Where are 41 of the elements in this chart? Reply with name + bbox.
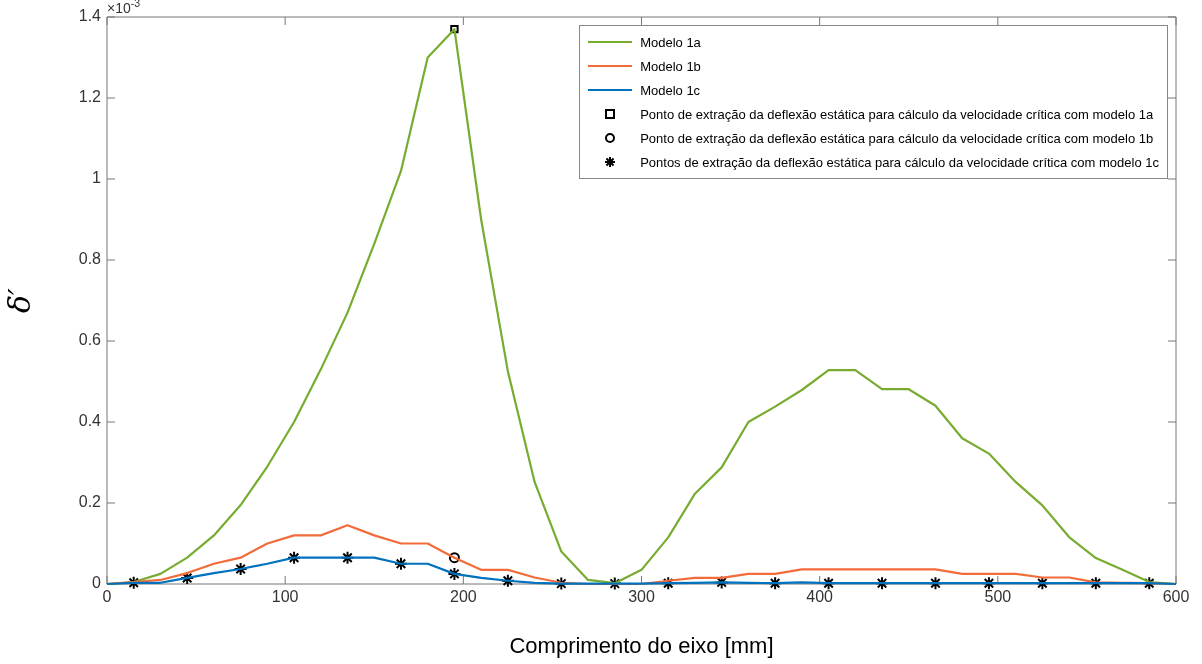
point (1088, 576, 1103, 591)
legend-label: Modelo 1c (640, 82, 701, 98)
x-tick-label: 400 (806, 588, 834, 606)
point (233, 562, 248, 577)
legend-label: Ponto de extração da deflexão estática para cálculo da velocidade crítica com modelo 1a (640, 106, 1154, 122)
y-tick-label: 0 (92, 574, 102, 592)
legend-label: Modelo 1a (640, 34, 701, 50)
point (768, 576, 783, 591)
point (126, 575, 141, 590)
legend-label: Ponto de extração da deflexão estática para cálculo da velocidade crítica com modelo 1b (640, 130, 1154, 146)
legend-label: Modelo 1b (640, 58, 701, 74)
y-axis-title: δ′ (1, 287, 37, 313)
point (393, 556, 408, 571)
y-tick-label: 1.4 (78, 7, 102, 25)
x-tick-label: 500 (984, 588, 1012, 606)
y-tick-label: 1 (92, 169, 102, 187)
y-tick-label: 0.2 (78, 493, 102, 511)
point (821, 576, 836, 591)
y-tick-label: 0.4 (78, 412, 102, 430)
point (875, 576, 890, 591)
point (447, 566, 462, 581)
point (1142, 576, 1157, 591)
point (500, 573, 515, 588)
point (714, 575, 729, 590)
point (180, 570, 195, 585)
point (554, 576, 569, 591)
point (340, 550, 355, 565)
x-tick-label: 200 (449, 588, 477, 606)
legend-label: Pontos de extração da deflexão estática para cálculo da velocidade crítica com modelo 1c (640, 154, 1159, 170)
point (661, 576, 676, 591)
x-axis-title: Comprimento do eixo [mm] (509, 632, 774, 658)
y-tick-label: 0.8 (78, 250, 102, 268)
y-tick-label: 1.2 (78, 88, 102, 106)
point (928, 576, 943, 591)
point (981, 576, 996, 591)
x-tick-label: 600 (1162, 588, 1190, 606)
point (1035, 576, 1050, 591)
y-tick-label: 0.6 (78, 331, 102, 349)
x-tick-label: 100 (271, 588, 299, 606)
point (287, 550, 302, 565)
x-tick-label: 300 (628, 588, 655, 606)
